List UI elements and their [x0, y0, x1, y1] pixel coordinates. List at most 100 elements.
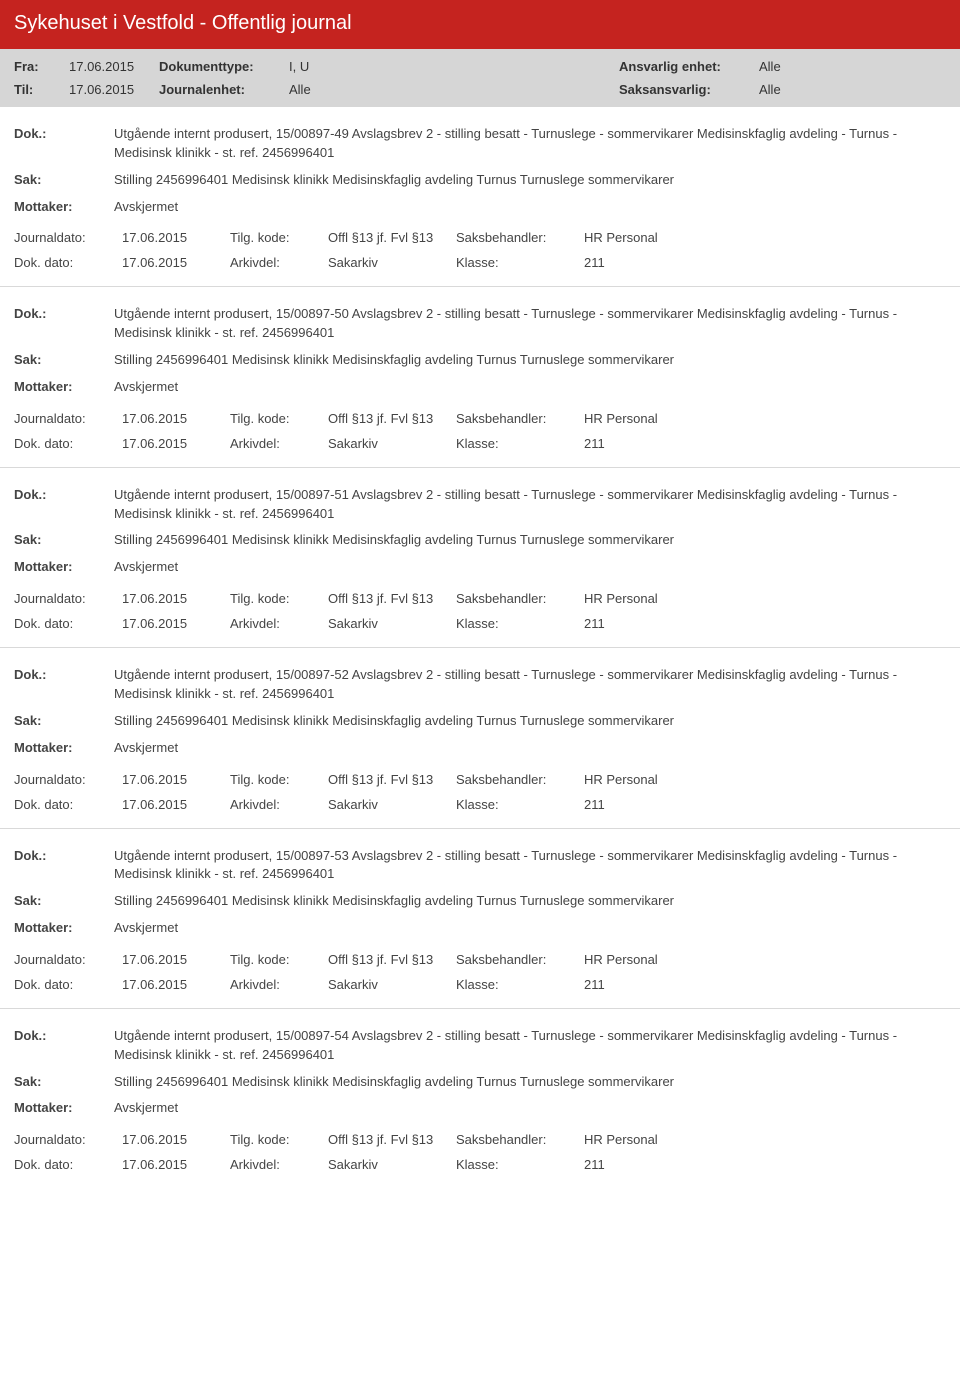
dokdato-label: Dok. dato:: [14, 255, 114, 270]
tilgkode-label: Tilg. kode:: [230, 772, 320, 787]
arkivdel-value: Sakarkiv: [328, 616, 448, 631]
arkivdel-value: Sakarkiv: [328, 797, 448, 812]
arkivdel-value: Sakarkiv: [328, 255, 448, 270]
tilgkode-value: Offl §13 jf. Fvl §13: [328, 591, 448, 606]
arkivdel-label: Arkivdel:: [230, 436, 320, 451]
dokdato-label: Dok. dato:: [14, 616, 114, 631]
tilgkode-label: Tilg. kode:: [230, 1132, 320, 1147]
saksbehandler-value: HR Personal: [584, 591, 704, 606]
journal-entry: Dok.: Utgående internt produsert, 15/008…: [0, 468, 960, 648]
arkivdel-label: Arkivdel:: [230, 616, 320, 631]
journaldato-value: 17.06.2015: [122, 230, 222, 245]
dokdato-value: 17.06.2015: [122, 1157, 222, 1172]
saksbehandler-label: Saksbehandler:: [456, 411, 576, 426]
saksbehandler-label: Saksbehandler:: [456, 230, 576, 245]
journal-entry: Dok.: Utgående internt produsert, 15/008…: [0, 829, 960, 1009]
sak-value: Stilling 2456996401 Medisinsk klinikk Me…: [114, 351, 946, 370]
tilgkode-value: Offl §13 jf. Fvl §13: [328, 772, 448, 787]
mottaker-label: Mottaker:: [14, 739, 114, 758]
arkivdel-label: Arkivdel:: [230, 797, 320, 812]
fra-value: 17.06.2015: [69, 59, 159, 74]
dok-value: Utgående internt produsert, 15/00897-54 …: [114, 1027, 946, 1065]
saksbehandler-value: HR Personal: [584, 411, 704, 426]
arkivdel-value: Sakarkiv: [328, 1157, 448, 1172]
dokdato-value: 17.06.2015: [122, 436, 222, 451]
journaldato-value: 17.06.2015: [122, 1132, 222, 1147]
arkivdel-value: Sakarkiv: [328, 977, 448, 992]
journaldato-label: Journaldato:: [14, 411, 114, 426]
arkivdel-label: Arkivdel:: [230, 977, 320, 992]
dok-label: Dok.:: [14, 1027, 114, 1065]
dok-label: Dok.:: [14, 305, 114, 343]
klasse-label: Klasse:: [456, 616, 576, 631]
saksansvarlig-label: Saksansvarlig:: [619, 82, 759, 97]
fra-label: Fra:: [14, 59, 69, 74]
dokdato-value: 17.06.2015: [122, 797, 222, 812]
sak-label: Sak:: [14, 351, 114, 370]
sak-label: Sak:: [14, 171, 114, 190]
sak-value: Stilling 2456996401 Medisinsk klinikk Me…: [114, 531, 946, 550]
tilgkode-value: Offl §13 jf. Fvl §13: [328, 952, 448, 967]
dokdato-value: 17.06.2015: [122, 616, 222, 631]
klasse-label: Klasse:: [456, 797, 576, 812]
doktype-label: Dokumenttype:: [159, 59, 289, 74]
filter-bar: Fra: 17.06.2015 Dokumenttype: I, U Ansva…: [0, 49, 960, 107]
page-title: Sykehuset i Vestfold - Offentlig journal: [0, 0, 960, 49]
klasse-label: Klasse:: [456, 436, 576, 451]
dokdato-label: Dok. dato:: [14, 436, 114, 451]
journaldato-value: 17.06.2015: [122, 952, 222, 967]
journaldato-label: Journaldato:: [14, 591, 114, 606]
klasse-value: 211: [584, 1157, 704, 1172]
journalenhet-value: Alle: [289, 82, 359, 97]
tilgkode-value: Offl §13 jf. Fvl §13: [328, 230, 448, 245]
ansvarlig-value: Alle: [759, 59, 859, 74]
mottaker-value: Avskjermet: [114, 919, 946, 938]
saksbehandler-label: Saksbehandler:: [456, 772, 576, 787]
dok-value: Utgående internt produsert, 15/00897-53 …: [114, 847, 946, 885]
arkivdel-label: Arkivdel:: [230, 255, 320, 270]
journaldato-label: Journaldato:: [14, 230, 114, 245]
klasse-label: Klasse:: [456, 1157, 576, 1172]
mottaker-value: Avskjermet: [114, 378, 946, 397]
mottaker-label: Mottaker:: [14, 198, 114, 217]
mottaker-label: Mottaker:: [14, 378, 114, 397]
sak-label: Sak:: [14, 531, 114, 550]
dokdato-value: 17.06.2015: [122, 977, 222, 992]
mottaker-value: Avskjermet: [114, 198, 946, 217]
sak-value: Stilling 2456996401 Medisinsk klinikk Me…: [114, 712, 946, 731]
saksbehandler-value: HR Personal: [584, 772, 704, 787]
sak-label: Sak:: [14, 1073, 114, 1092]
sak-label: Sak:: [14, 712, 114, 731]
dok-label: Dok.:: [14, 486, 114, 524]
tilgkode-value: Offl §13 jf. Fvl §13: [328, 411, 448, 426]
doktype-value: I, U: [289, 59, 359, 74]
dok-value: Utgående internt produsert, 15/00897-51 …: [114, 486, 946, 524]
mottaker-value: Avskjermet: [114, 558, 946, 577]
saksbehandler-label: Saksbehandler:: [456, 591, 576, 606]
klasse-value: 211: [584, 977, 704, 992]
journaldato-value: 17.06.2015: [122, 411, 222, 426]
klasse-value: 211: [584, 436, 704, 451]
arkivdel-label: Arkivdel:: [230, 1157, 320, 1172]
journal-entry: Dok.: Utgående internt produsert, 15/008…: [0, 107, 960, 287]
tilgkode-value: Offl §13 jf. Fvl §13: [328, 1132, 448, 1147]
til-label: Til:: [14, 82, 69, 97]
dok-label: Dok.:: [14, 666, 114, 704]
journaldato-label: Journaldato:: [14, 952, 114, 967]
klasse-value: 211: [584, 797, 704, 812]
sak-value: Stilling 2456996401 Medisinsk klinikk Me…: [114, 892, 946, 911]
saksbehandler-value: HR Personal: [584, 1132, 704, 1147]
journal-entry: Dok.: Utgående internt produsert, 15/008…: [0, 648, 960, 828]
tilgkode-label: Tilg. kode:: [230, 952, 320, 967]
dok-value: Utgående internt produsert, 15/00897-49 …: [114, 125, 946, 163]
klasse-value: 211: [584, 616, 704, 631]
klasse-label: Klasse:: [456, 977, 576, 992]
journaldato-label: Journaldato:: [14, 772, 114, 787]
klasse-label: Klasse:: [456, 255, 576, 270]
mottaker-label: Mottaker:: [14, 558, 114, 577]
arkivdel-value: Sakarkiv: [328, 436, 448, 451]
saksansvarlig-value: Alle: [759, 82, 859, 97]
mottaker-label: Mottaker:: [14, 919, 114, 938]
mottaker-value: Avskjermet: [114, 1099, 946, 1118]
dok-label: Dok.:: [14, 125, 114, 163]
